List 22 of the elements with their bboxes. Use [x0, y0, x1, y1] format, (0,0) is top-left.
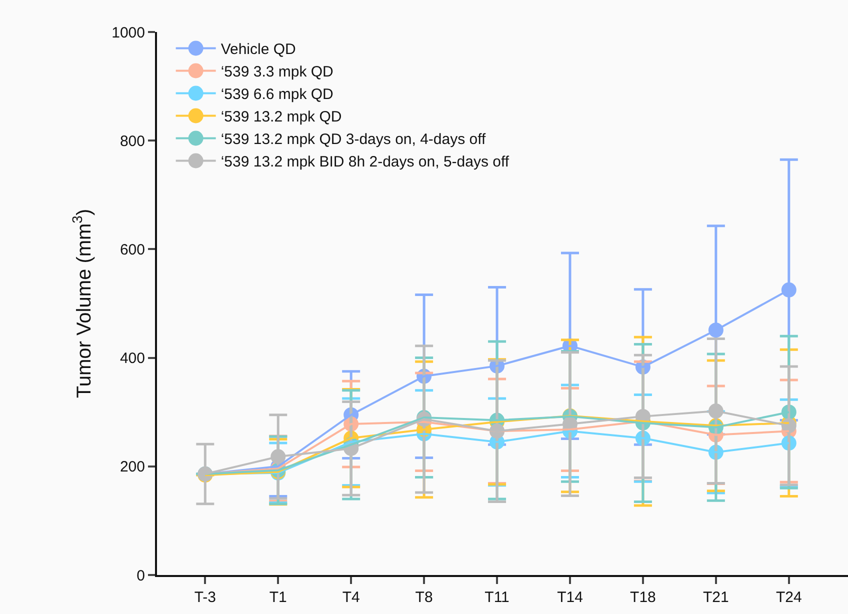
x-tick-label: T24: [776, 589, 802, 606]
x-tick-label: T18: [630, 589, 656, 606]
y-tick-label: 200: [120, 458, 145, 476]
x-tick-label: T4: [342, 589, 360, 606]
y-tick-label: 600: [120, 241, 145, 258]
x-tick-label: T8: [415, 589, 433, 606]
x-tick-label: T14: [557, 589, 583, 606]
x-tick-label: T1: [269, 589, 287, 606]
legend-label: ‘539 3.3 mpk QD: [220, 64, 334, 81]
legend-label: Vehicle QD: [220, 41, 296, 58]
y-tick-label: 400: [120, 350, 145, 368]
x-tick-label: T-3: [194, 589, 216, 606]
y-tick-label: 1000: [112, 24, 145, 42]
legend-label: ‘539 6.6 mpk QD: [220, 86, 334, 104]
point: [781, 282, 796, 298]
y-tick-label: 800: [120, 132, 145, 150]
y-tick-label: 0: [136, 567, 145, 584]
legend-label: ‘539 13.2 mpk QD: [220, 108, 342, 126]
legend-label: ‘539 13.2 mpk BID 8h 2-days on, 5-days off: [220, 154, 510, 171]
x-tick-label: T11: [484, 589, 510, 606]
x-tick-label: T21: [703, 589, 729, 606]
legend-label: ‘539 13.2 mpk QD 3-days on, 4-days off: [220, 131, 487, 148]
